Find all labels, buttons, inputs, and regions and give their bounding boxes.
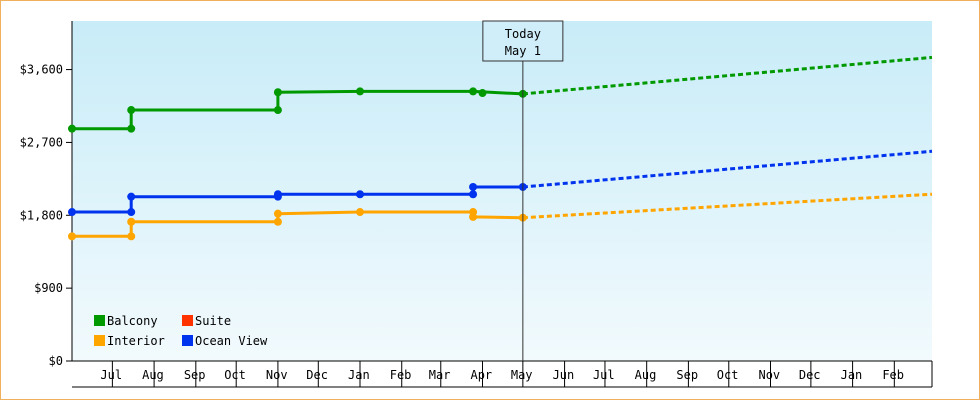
legend-label: Interior	[107, 334, 165, 348]
today-marker: Today May 1	[482, 20, 564, 361]
legend-label: Ocean View	[195, 334, 268, 348]
y-tick-label: $3,600	[20, 63, 63, 77]
legend-item: Ocean View	[182, 334, 268, 348]
y-tick-label: $0	[49, 354, 63, 368]
series-forecast-line	[522, 192, 933, 220]
x-tick-label: Aug	[635, 368, 657, 382]
series-layer	[68, 55, 933, 241]
x-axis: Jul Aug Sep Oct Nov Dec Jan Feb Mar Apr May Jun Jul A…	[72, 360, 933, 388]
series-forecast-line	[522, 149, 933, 189]
x-tick-label: Jan	[841, 368, 863, 382]
data-point	[127, 232, 136, 241]
x-tick-label: Feb	[882, 368, 904, 382]
data-point	[127, 217, 136, 226]
series-balcony	[68, 55, 933, 133]
series-interior	[68, 192, 933, 241]
data-point	[469, 212, 478, 221]
data-point	[68, 124, 76, 133]
today-date: May 1	[505, 44, 541, 58]
x-tick-label: Apr	[470, 368, 492, 382]
x-tick-label: Feb	[390, 368, 412, 382]
legend-swatch	[94, 315, 105, 326]
x-tick-label: Jun	[553, 368, 575, 382]
legend-label: Balcony	[107, 314, 158, 328]
legend-item: Balcony	[94, 314, 158, 328]
y-tick-label: $2,700	[20, 135, 63, 149]
data-point	[356, 190, 365, 199]
x-tick-label: Oct	[224, 368, 246, 382]
x-tick-label: Nov	[266, 368, 288, 382]
data-point	[127, 106, 136, 115]
data-point	[273, 88, 282, 97]
data-point	[127, 208, 136, 217]
x-tick-label: Sep	[184, 368, 206, 382]
data-point	[469, 87, 478, 96]
y-tick-label: $900	[34, 281, 63, 295]
x-tick-label: Mar	[429, 368, 451, 382]
data-point	[68, 232, 76, 241]
legend-swatch	[182, 335, 193, 346]
x-tick-label: Aug	[142, 368, 164, 382]
legend-label: Suite	[195, 314, 231, 328]
x-tick-label: Nov	[758, 368, 780, 382]
legend-item: Suite	[182, 314, 231, 328]
series-forecast-line	[522, 55, 933, 96]
y-tick-label: $1,800	[20, 208, 63, 222]
legend-swatch	[182, 315, 193, 326]
data-point	[68, 208, 76, 217]
x-tick-label: Oct	[717, 368, 739, 382]
data-point	[273, 106, 282, 115]
legend: Balcony Suite Interior Ocean View	[94, 314, 268, 348]
data-point	[273, 209, 282, 218]
x-tick-label: Dec	[306, 368, 328, 382]
legend-swatch	[94, 335, 105, 346]
data-point	[273, 217, 282, 226]
x-tick-label: Dec	[799, 368, 821, 382]
data-point	[356, 87, 365, 96]
data-point	[469, 190, 478, 199]
data-point	[127, 124, 136, 133]
plot-background	[72, 21, 932, 361]
data-point	[356, 208, 365, 217]
today-label: Today	[505, 27, 541, 41]
data-point	[127, 192, 136, 201]
x-tick-label: Jul	[100, 368, 122, 382]
x-tick-label: Jul	[593, 368, 615, 382]
x-tick-label: Sep	[676, 368, 698, 382]
x-tick-label: Jan	[348, 368, 370, 382]
data-point	[273, 190, 282, 199]
legend-item: Interior	[94, 334, 165, 348]
data-point	[469, 182, 478, 191]
data-point	[478, 89, 487, 98]
y-axis: $0 $900 $1,800 $2,700 $3,600	[20, 21, 73, 368]
x-tick-label: May	[511, 368, 533, 382]
today-box	[482, 20, 564, 62]
